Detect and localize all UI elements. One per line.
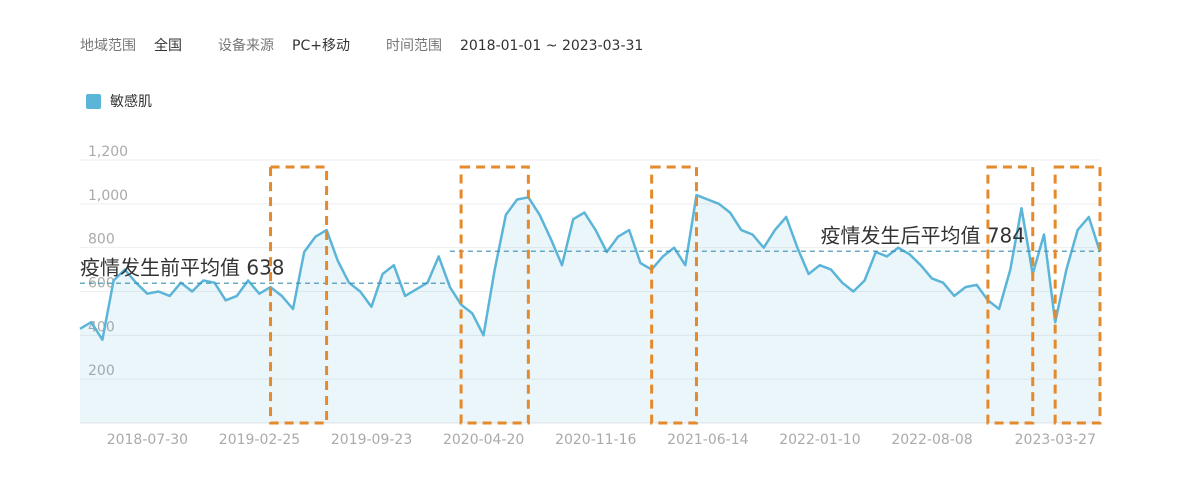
reference-label: 疫情发生后平均值 784 bbox=[820, 224, 1025, 248]
y-tick-label: 1,000 bbox=[88, 188, 128, 204]
filter-value: 全国 bbox=[154, 37, 182, 54]
x-tick-label: 2021-06-14 bbox=[667, 432, 748, 448]
x-tick-label: 2023-03-27 bbox=[1015, 432, 1096, 448]
y-tick-label: 400 bbox=[88, 319, 115, 335]
highlight-box bbox=[269, 165, 329, 425]
filter-value: PC+移动 bbox=[292, 38, 350, 54]
x-tick-label: 2019-09-23 bbox=[331, 432, 412, 448]
legend-swatch bbox=[86, 94, 101, 109]
x-tick-label: 2020-04-20 bbox=[443, 432, 524, 448]
highlight-box bbox=[986, 165, 1035, 425]
area bbox=[80, 195, 1100, 423]
line bbox=[79, 193, 1102, 341]
x-tick-label: 2018-07-30 bbox=[107, 432, 188, 448]
highlight-box bbox=[459, 165, 530, 425]
y-tick-label: 800 bbox=[88, 232, 115, 248]
x-tick-label: 2022-01-10 bbox=[779, 432, 860, 448]
highlight-box bbox=[650, 165, 698, 425]
filter-value: 2018-01-01 ~ 2023-03-31 bbox=[460, 38, 643, 54]
legend-label: 敏感肌 bbox=[110, 93, 152, 110]
highlight-box bbox=[1053, 165, 1102, 425]
filter-label: 时间范围 bbox=[386, 37, 442, 54]
x-tick-label: 2022-08-08 bbox=[891, 432, 972, 448]
x-tick-label: 2019-02-25 bbox=[219, 432, 300, 448]
filter-label: 地域范围 bbox=[80, 37, 136, 54]
y-tick-label: 200 bbox=[88, 363, 115, 379]
filter-label: 设备来源 bbox=[218, 37, 274, 54]
reference-label: 疫情发生前平均值 638 bbox=[80, 256, 285, 280]
y-tick-label: 1,200 bbox=[88, 144, 128, 160]
x-tick-label: 2020-11-16 bbox=[555, 432, 636, 448]
